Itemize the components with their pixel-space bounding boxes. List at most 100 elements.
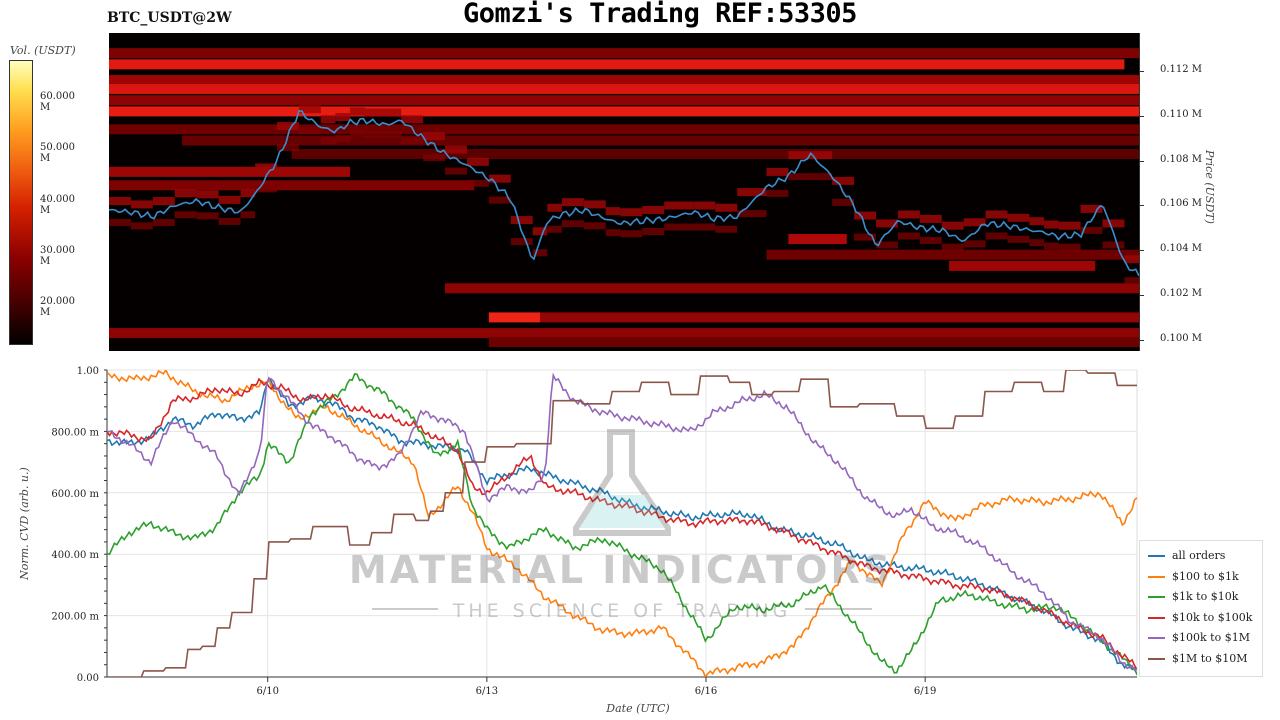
pair-label: BTC_USDT@2W: [107, 10, 232, 26]
price-liquidity-cell: [298, 127, 321, 135]
price-liquidity-cell: [664, 223, 694, 231]
colorbar-tick: 30.000 M: [40, 245, 75, 267]
liquidity-band: [109, 95, 1139, 106]
liquidity-band: [949, 260, 1096, 271]
legend: all orders $100 to $1k $1k to $10k $10k to …: [1139, 540, 1263, 677]
liquidity-band: [109, 328, 1139, 339]
price-liquidity-cell: [737, 210, 767, 218]
legend-swatch: [1148, 555, 1165, 557]
cvd-y-tick-label: 400.00 m: [51, 550, 99, 561]
price-tick-label: 0.112 M: [1160, 64, 1203, 76]
price-liquidity-cell: [664, 201, 694, 210]
price-liquidity-cell: [335, 113, 351, 122]
price-liquidity-cell: [919, 236, 942, 244]
price-liquidity-cell: [364, 108, 387, 117]
price-liquidity-cell: [876, 219, 898, 228]
price-liquidity-cell: [350, 129, 365, 137]
cvd-x-axis-label: Date (UTC): [605, 702, 669, 715]
price-liquidity-cell: [1029, 239, 1045, 247]
price-liquidity-cell: [941, 243, 964, 251]
legend-swatch: [1148, 575, 1165, 578]
price-liquidity-cell: [766, 167, 789, 176]
colorbar-tick: 40.000 M: [40, 194, 75, 216]
price-liquidity-cell: [737, 188, 767, 197]
liquidity-band: [109, 106, 1139, 117]
colorbar-label: Vol. (USDT): [10, 44, 76, 57]
liquidity-band: [488, 312, 540, 323]
price-liquidity-cell: [364, 130, 387, 138]
cvd-series-line: [107, 377, 1137, 671]
price-liquidity-cell: [196, 212, 219, 220]
price-liquidity-cell: [985, 210, 1008, 219]
cvd-series-line: [107, 372, 1137, 672]
price-tick-mark: [1139, 250, 1144, 252]
cvd-series-line: [107, 373, 1137, 676]
price-liquidity-cell: [1080, 204, 1103, 213]
legend-label: $100k to $1M: [1172, 631, 1250, 644]
cvd-x-tick-label: 6/16: [695, 686, 717, 697]
price-liquidity-cell: [693, 223, 716, 231]
price-liquidity-cell: [561, 220, 584, 228]
price-liquidity-cell: [693, 201, 716, 210]
price-liquidity-cell: [401, 137, 424, 145]
price-liquidity-cell: [985, 232, 1008, 240]
price-liquidity-cell: [854, 233, 877, 241]
price-liquidity-cell: [583, 200, 606, 209]
price-liquidity-cell: [277, 122, 299, 131]
price-liquidity-cell: [445, 145, 467, 154]
liquidity-band: [109, 48, 1139, 59]
price-liquidity-cell: [788, 151, 811, 160]
price-tick-label: 0.100 M: [1160, 332, 1203, 344]
liquidity-band: [182, 135, 1139, 146]
price-liquidity-cell: [109, 219, 131, 227]
price-axis-label: Price (USDT): [1203, 150, 1216, 224]
liquidity-band: [788, 234, 847, 245]
price-liquidity-cell: [401, 115, 424, 124]
liquidity-band: [109, 59, 1125, 70]
price-liquidity-cell: [423, 154, 446, 162]
price-liquidity-cell: [1058, 221, 1081, 230]
cvd-y-tick-label: 800.00 m: [51, 427, 99, 438]
price-liquidity-cell: [174, 189, 197, 198]
price-tick-label: 0.106 M: [1160, 198, 1203, 210]
price-liquidity-cell: [897, 232, 920, 240]
price-tick-mark: [1139, 205, 1144, 207]
price-liquidity-cell: [218, 217, 241, 225]
price-liquidity-cell: [277, 144, 299, 152]
price-liquidity-cell: [561, 198, 584, 207]
cvd-y-tick-label: 200.00 m: [51, 612, 99, 623]
price-liquidity-cell: [1080, 226, 1103, 234]
liquidity-band: [109, 180, 475, 191]
price-liquidity-cell: [766, 189, 789, 197]
cvd-y-tick-label: 600.00 m: [51, 489, 99, 500]
cvd-series-line: [107, 370, 1137, 677]
price-liquidity-cell: [152, 197, 175, 206]
price-tick-label: 0.108 M: [1160, 153, 1203, 165]
price-tick-mark: [1139, 160, 1144, 162]
price-liquidity-cell: [130, 222, 153, 230]
price-liquidity-cell: [715, 225, 738, 233]
price-liquidity-cell: [532, 227, 548, 236]
liquidity-band: [539, 312, 1139, 323]
volume-colorbar: 20.000 M 30.000 M 40.000 M 50.000 M 60.0…: [9, 60, 75, 345]
liquidity-band: [291, 148, 1139, 159]
price-liquidity-cell: [963, 240, 986, 248]
price-liquidity-cell: [605, 229, 621, 237]
price-tick-label: 0.110 M: [1160, 108, 1203, 120]
cvd-y-axis-label: Norm. CVD (arb. u.): [18, 467, 31, 581]
price-liquidity-cell: [510, 238, 533, 246]
cvd-y-tick-label: 1.00: [77, 366, 99, 377]
price-tick-mark: [1139, 295, 1144, 296]
price-liquidity-cell: [320, 115, 336, 124]
orderbook-heatmap: [109, 33, 1139, 351]
colorbar-tick: 20.000 M: [40, 296, 75, 318]
cvd-series-line: [107, 370, 1137, 677]
cvd-chart: 0.00 200.00 m 400.00 m 600.00 m 800.00 m 1.00…: [18, 366, 1138, 715]
price-liquidity-cell: [620, 208, 643, 217]
price-liquidity-cell: [1007, 213, 1030, 222]
colorbar-tick: 50.000 M: [40, 142, 75, 164]
price-liquidity-cell: [1102, 219, 1125, 228]
price-liquidity-cell: [130, 200, 153, 209]
price-liquidity-cell: [240, 211, 256, 219]
cvd-y-tick-label: 0.00: [77, 673, 99, 684]
